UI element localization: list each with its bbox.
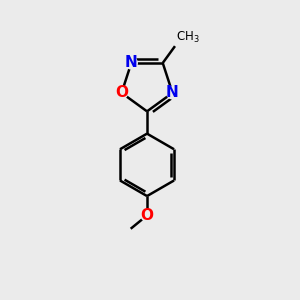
- Text: N: N: [166, 85, 179, 100]
- Circle shape: [116, 87, 128, 99]
- Text: O: O: [140, 208, 154, 223]
- Text: O: O: [115, 85, 128, 100]
- Text: N: N: [125, 56, 138, 70]
- Circle shape: [125, 57, 137, 69]
- Circle shape: [167, 87, 178, 99]
- Circle shape: [141, 209, 153, 221]
- Text: CH$_3$: CH$_3$: [176, 30, 200, 45]
